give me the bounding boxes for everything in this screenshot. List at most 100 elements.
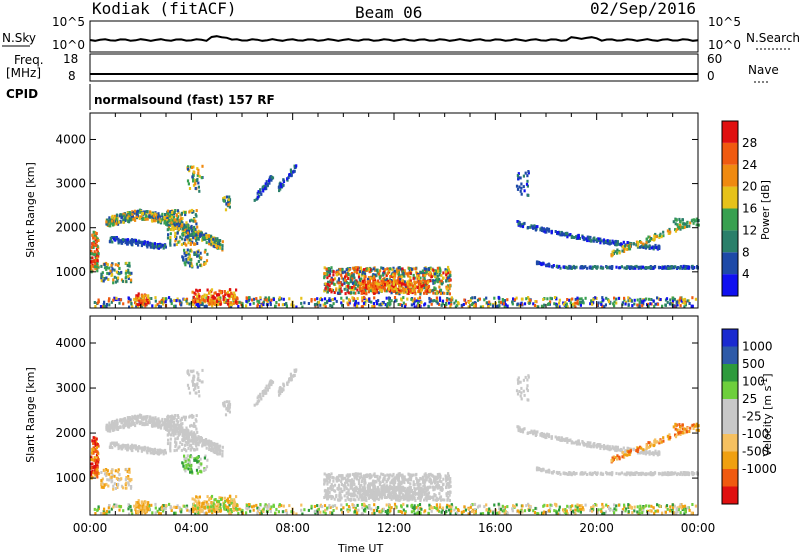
power-echo bbox=[609, 241, 612, 245]
power-echo bbox=[394, 299, 397, 303]
power-echo bbox=[623, 266, 626, 270]
velocity-echo bbox=[319, 510, 322, 514]
power-echo bbox=[261, 185, 264, 189]
power-echo bbox=[396, 272, 399, 276]
power-echo bbox=[357, 291, 360, 295]
power-echo bbox=[378, 303, 381, 307]
velocity-echo bbox=[433, 506, 436, 509]
power-echo bbox=[125, 275, 128, 279]
power-echo bbox=[618, 251, 621, 255]
power-echo bbox=[576, 301, 579, 305]
velocity-echo bbox=[200, 509, 203, 513]
power-echo bbox=[400, 289, 403, 293]
velocity-echo bbox=[185, 506, 188, 510]
power-echo bbox=[130, 271, 133, 275]
power-echo bbox=[164, 300, 167, 304]
velocity-echo bbox=[549, 503, 552, 507]
power-echo bbox=[521, 297, 524, 301]
power-echo bbox=[195, 214, 198, 218]
power-echo bbox=[174, 237, 178, 241]
power-echo bbox=[131, 305, 134, 309]
velocity-echo bbox=[346, 508, 349, 512]
power-echo bbox=[539, 261, 542, 265]
velocity-echo bbox=[157, 511, 161, 515]
power-echo bbox=[219, 302, 222, 306]
velocity-echo bbox=[376, 509, 379, 513]
power-echo bbox=[666, 300, 669, 304]
power-echo bbox=[587, 236, 590, 240]
power-colorbar-swatch bbox=[722, 164, 738, 187]
power-echo bbox=[92, 230, 95, 234]
power-echo bbox=[96, 301, 99, 305]
power-echo bbox=[659, 298, 662, 301]
power-echo bbox=[135, 214, 138, 218]
velocity-echo bbox=[578, 504, 581, 508]
power-echo bbox=[184, 211, 187, 214]
power-echo bbox=[413, 302, 416, 306]
power-echo bbox=[196, 297, 199, 300]
power-echo bbox=[206, 288, 209, 292]
power-echo bbox=[470, 303, 474, 307]
power-echo bbox=[208, 298, 211, 302]
power-echo bbox=[453, 301, 456, 305]
velocity-echo bbox=[124, 424, 127, 428]
velocity-echo bbox=[601, 511, 604, 515]
power-echo bbox=[200, 302, 203, 306]
power-echo bbox=[165, 213, 168, 217]
power-echo bbox=[406, 290, 409, 294]
power-echo bbox=[270, 298, 273, 302]
power-echo bbox=[657, 265, 661, 269]
power-echo bbox=[690, 304, 693, 308]
velocity-echo bbox=[450, 505, 453, 509]
velocity-echo bbox=[556, 512, 559, 516]
power-echo bbox=[324, 301, 327, 305]
power-echo bbox=[576, 234, 579, 238]
power-echo bbox=[189, 165, 192, 169]
velocity-echo bbox=[94, 465, 97, 468]
power-echo bbox=[404, 305, 407, 309]
power-echo bbox=[446, 292, 449, 295]
velocity-echo bbox=[251, 505, 254, 509]
power-echo bbox=[424, 279, 427, 283]
velocity-echo bbox=[365, 505, 368, 509]
velocity-echo bbox=[92, 436, 95, 440]
power-echo bbox=[658, 235, 661, 239]
power-x-ticks bbox=[89, 113, 699, 308]
power-echo bbox=[194, 236, 197, 240]
velocity-echo bbox=[103, 472, 107, 476]
power-echo bbox=[642, 302, 645, 306]
power-echo bbox=[407, 289, 411, 293]
power-echo bbox=[665, 297, 669, 301]
power-echo bbox=[627, 303, 630, 307]
power-echo bbox=[416, 286, 420, 290]
power-echo bbox=[611, 265, 614, 268]
power-echo bbox=[228, 195, 231, 199]
velocity-echo bbox=[571, 504, 574, 508]
power-echo bbox=[579, 265, 583, 269]
velocity-echo bbox=[144, 511, 147, 515]
power-echo bbox=[187, 241, 190, 245]
velocity-echo bbox=[92, 442, 95, 446]
power-echo bbox=[128, 261, 131, 265]
velocity-echo bbox=[170, 509, 173, 512]
power-echo bbox=[657, 247, 660, 251]
power-echo bbox=[403, 287, 406, 291]
power-echo bbox=[164, 213, 167, 216]
power-echo bbox=[652, 266, 655, 270]
velocity-echo bbox=[95, 437, 98, 441]
velocity-echo bbox=[203, 442, 206, 446]
velocity-echo bbox=[503, 512, 506, 515]
power-echo bbox=[140, 301, 143, 305]
velocity-echo bbox=[395, 505, 398, 509]
power-echo bbox=[164, 297, 168, 301]
velocity-echo bbox=[117, 468, 120, 472]
power-echo bbox=[639, 297, 642, 301]
power-echo bbox=[430, 275, 433, 279]
power-echo bbox=[585, 266, 589, 270]
velocity-echo bbox=[180, 510, 183, 514]
velocity-echo bbox=[553, 502, 557, 506]
velocity-echo bbox=[184, 430, 187, 434]
power-echo bbox=[152, 212, 156, 216]
power-echo bbox=[323, 266, 326, 270]
power-echo bbox=[579, 303, 582, 307]
